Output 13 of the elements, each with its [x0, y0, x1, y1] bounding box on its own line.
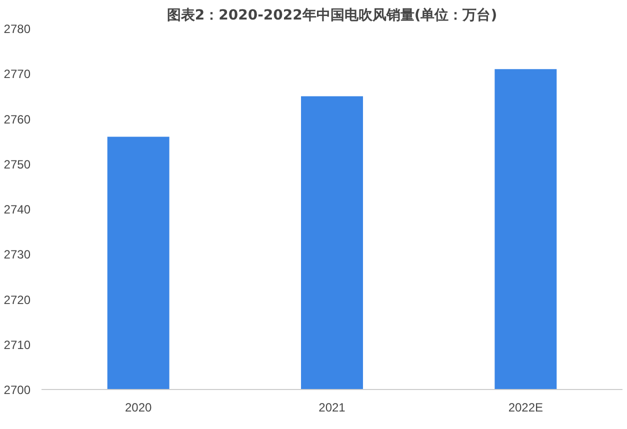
y-tick-label: 2760 — [4, 112, 31, 126]
y-tick-label: 2750 — [4, 157, 31, 172]
y-tick-label: 2710 — [4, 338, 31, 352]
x-tick-label: 2021 — [318, 400, 346, 414]
y-tick-label: 2770 — [4, 67, 31, 82]
y-tick-label: 2720 — [4, 292, 31, 307]
y-tick-label: 2780 — [4, 22, 31, 36]
chart-title: 图表2：2020-2022年中国电吹风销量(单位：万台) — [166, 8, 498, 24]
y-tick-label: 2700 — [4, 383, 31, 397]
x-tick-label: 2020 — [124, 400, 152, 414]
y-tick-label: 2740 — [4, 202, 31, 216]
x-tick-label: 2022E — [508, 400, 544, 414]
y-tick-label: 2730 — [4, 248, 31, 262]
